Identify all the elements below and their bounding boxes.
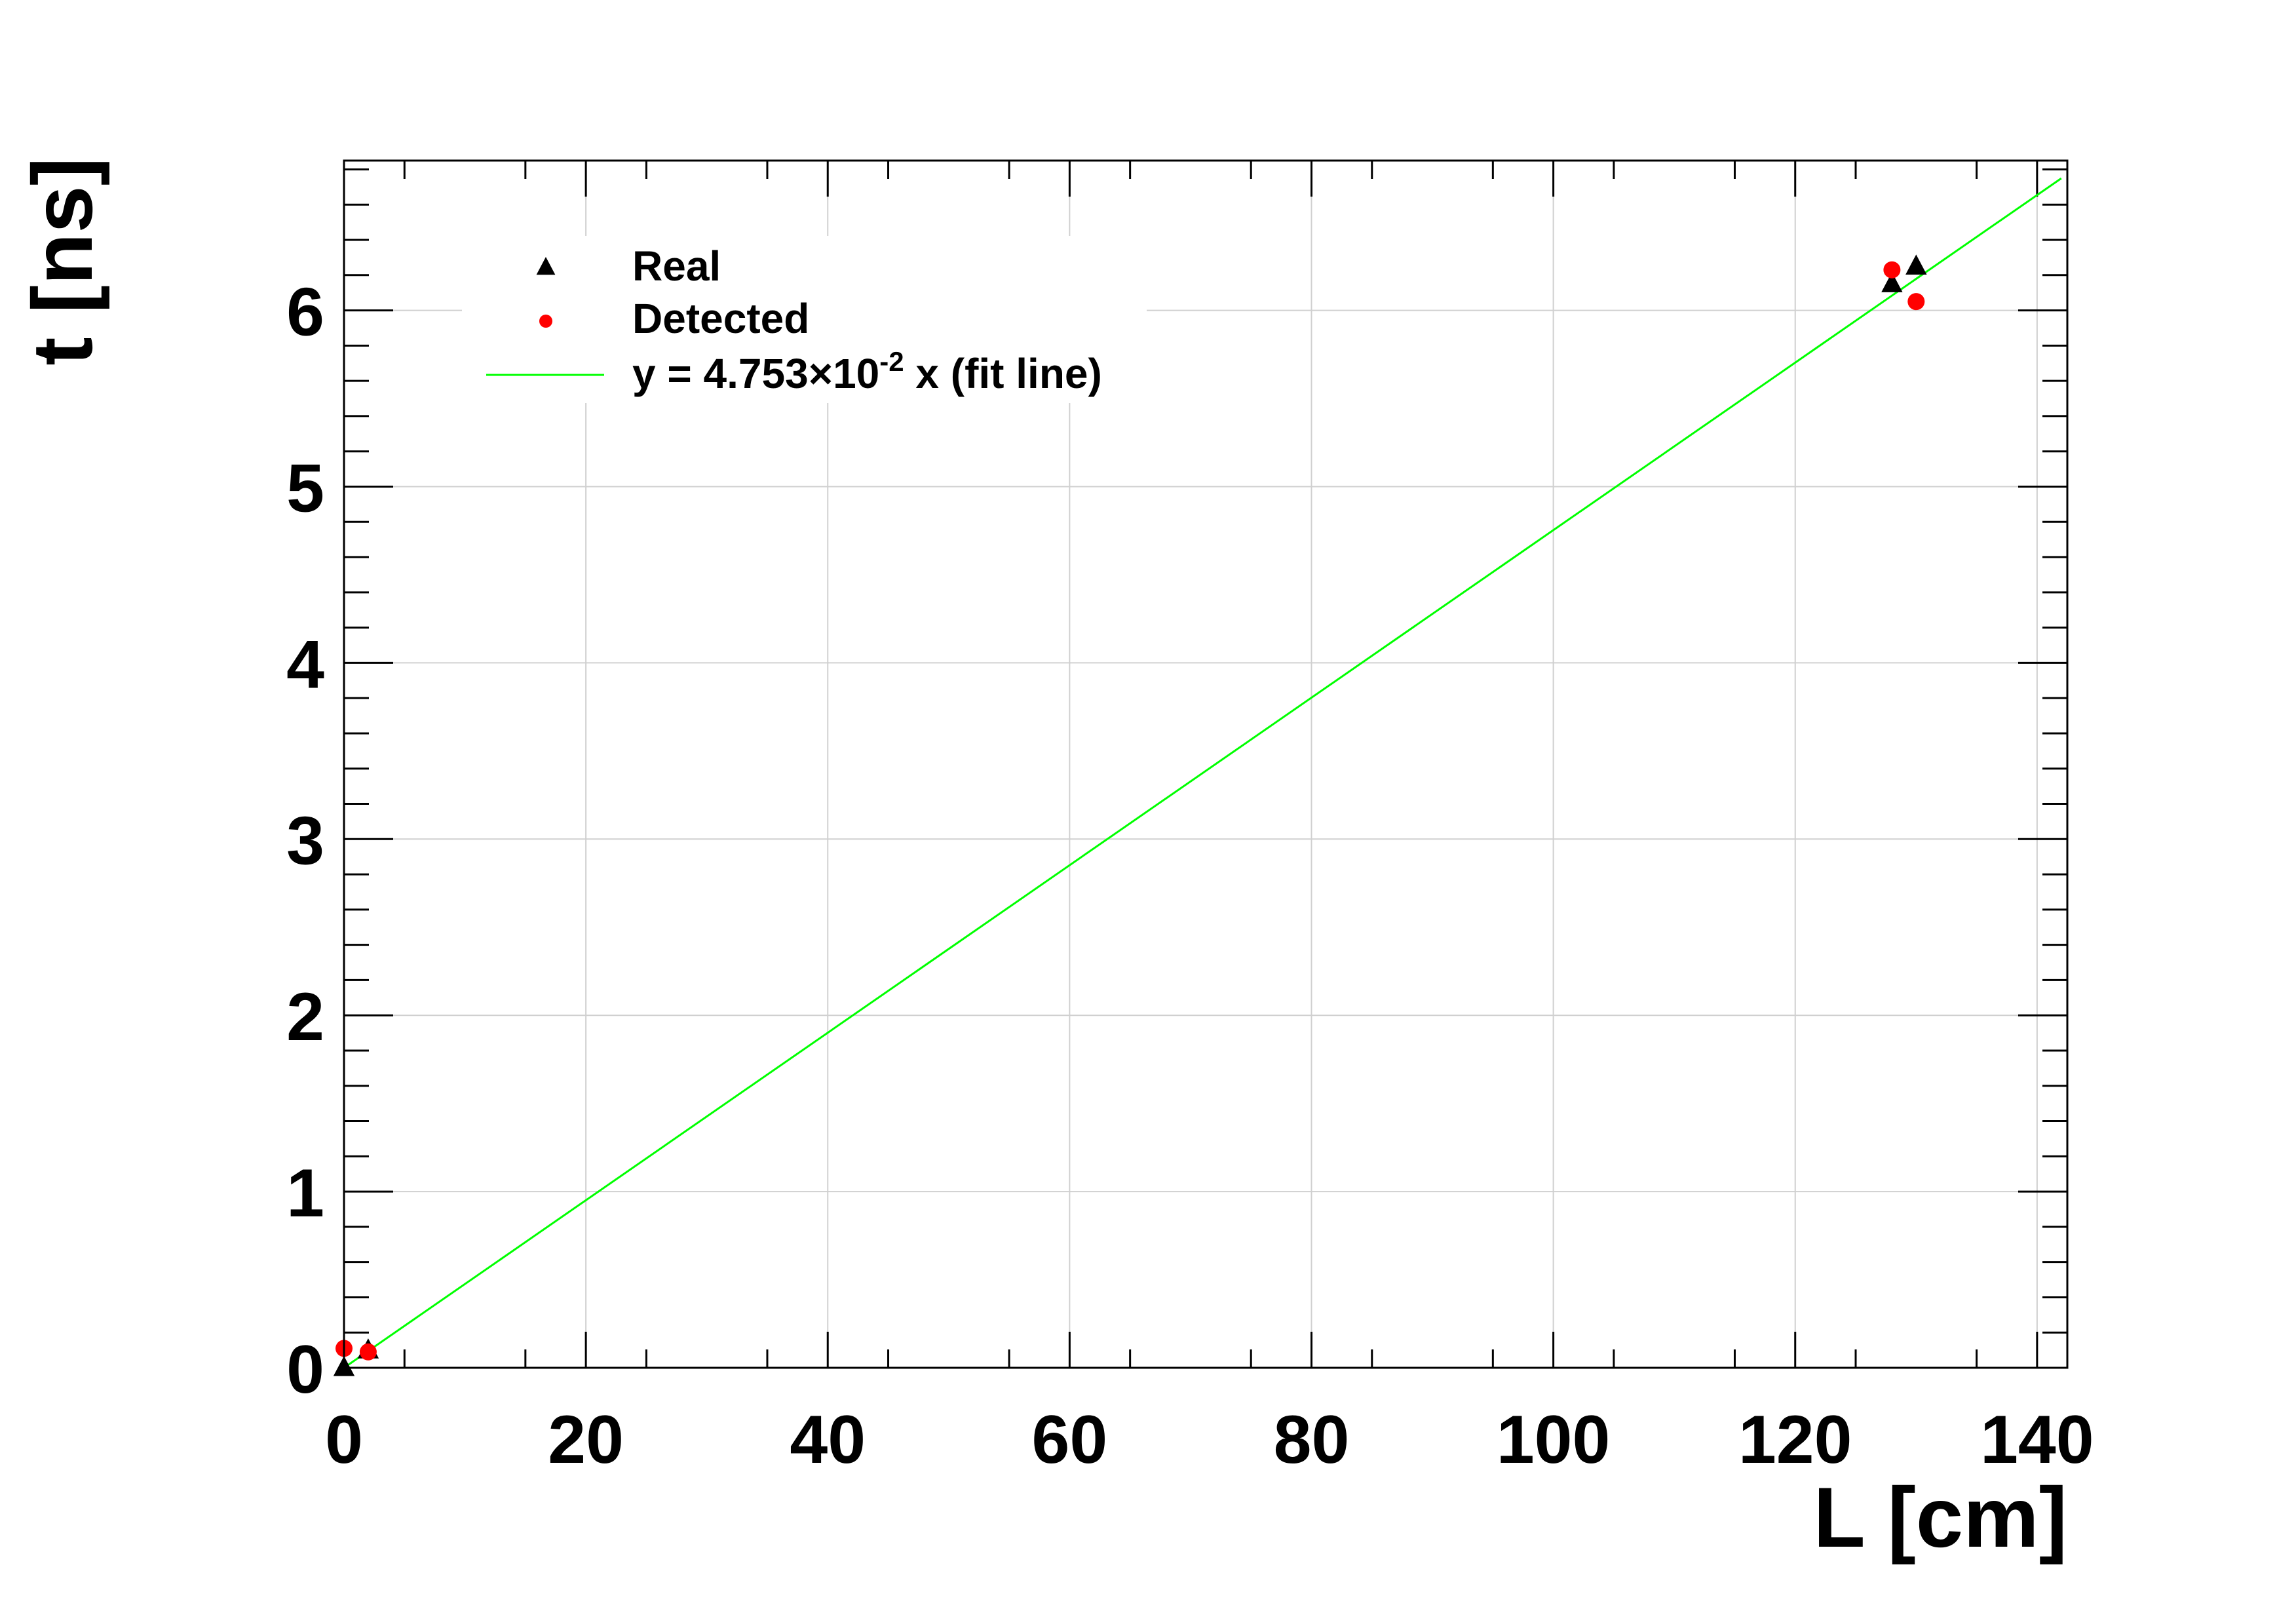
y-tick-label: 2 xyxy=(286,979,324,1055)
y-axis-title: t [ns] xyxy=(14,157,110,366)
plot-frame xyxy=(343,159,2069,1369)
x-tick-label: 120 xyxy=(1738,1402,1852,1478)
y-tick-label: 0 xyxy=(286,1332,324,1408)
legend-detected-marker xyxy=(539,315,552,328)
legend-real-label: Real xyxy=(632,242,721,290)
detected-point xyxy=(359,1343,377,1361)
fit-line xyxy=(343,177,2062,1369)
detected-point xyxy=(1907,293,1925,311)
x-tick-label: 140 xyxy=(1980,1402,2094,1478)
legend-fit-main: y = 4.753 xyxy=(632,350,809,397)
legend-real-triangle xyxy=(536,257,556,275)
y-tick-label: 3 xyxy=(286,803,324,879)
legend: Real Detected y = 4.753×10-2 x (fit line… xyxy=(462,236,1147,403)
x-axis-title: L [cm] xyxy=(1813,1469,2067,1565)
tick-labels: 0 20 40 60 80 100 120 140 0 1 2 3 4 5 6 xyxy=(286,275,2094,1478)
legend-real-marker xyxy=(536,257,556,275)
x-tick-label: 40 xyxy=(790,1402,866,1478)
x-tick-label: 100 xyxy=(1497,1402,1611,1478)
legend-fit-times: ×10 xyxy=(809,350,880,397)
x-tick-label: 0 xyxy=(325,1402,363,1478)
legend-detected-label: Detected xyxy=(632,295,809,342)
y-tick-label: 4 xyxy=(286,627,324,703)
legend-fit-tail: x (fit line) xyxy=(904,350,1102,397)
real-point xyxy=(1905,254,1927,275)
y-tick-label: 1 xyxy=(286,1155,324,1231)
legend-detected-dot xyxy=(539,315,552,328)
detected-point xyxy=(1883,261,1901,279)
legend-fit-exp: -2 xyxy=(879,346,904,377)
y-tick-label: 6 xyxy=(286,275,324,351)
real-point xyxy=(1881,272,1903,292)
data-points xyxy=(333,254,1927,1376)
legend-fit-label: y = 4.753×10-2 x (fit line) xyxy=(632,346,1102,397)
y-tick-label: 5 xyxy=(286,450,324,526)
axis-ticks xyxy=(343,161,2067,1369)
x-tick-label: 60 xyxy=(1032,1402,1108,1478)
x-tick-label: 20 xyxy=(548,1402,624,1478)
fit-line-layer xyxy=(343,177,2062,1369)
x-tick-label: 80 xyxy=(1274,1402,1350,1478)
